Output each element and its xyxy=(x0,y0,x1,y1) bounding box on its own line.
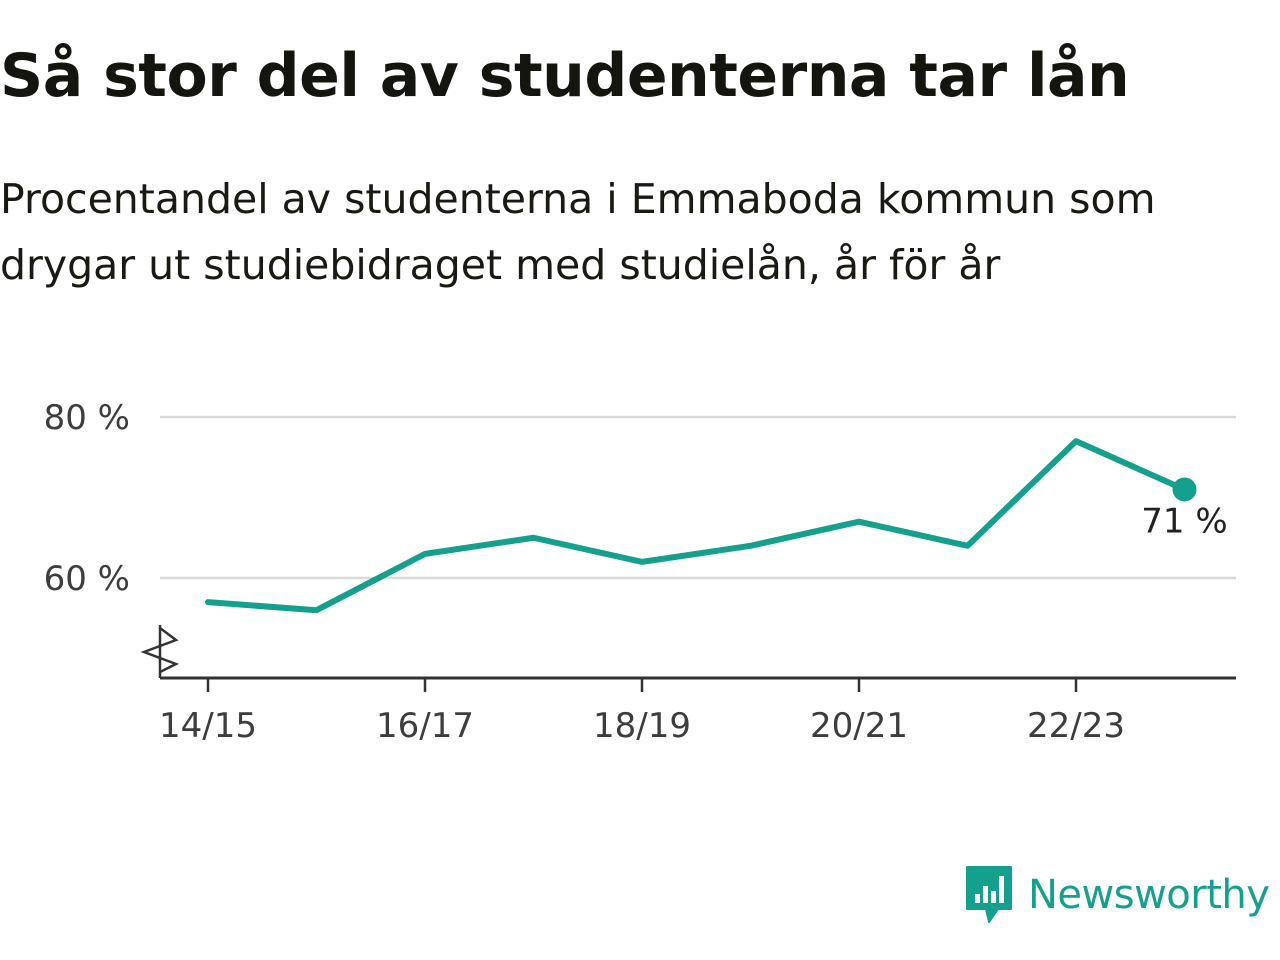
brand-logo: Newsworthy xyxy=(964,864,1270,926)
x-tick-label: 20/21 xyxy=(810,706,908,746)
x-tick-label: 22/23 xyxy=(1027,706,1125,746)
x-axis-ticks: 14/15 16/17 18/19 20/21 22/23 xyxy=(159,678,1125,746)
chart-title: Så stor del av studenterna tar lån xyxy=(0,41,1130,111)
x-tick-label: 14/15 xyxy=(159,706,257,746)
y-tick-label: 60 % xyxy=(44,559,130,599)
x-tick-label: 16/17 xyxy=(376,706,474,746)
y-tick-label: 80 % xyxy=(44,398,130,438)
series-line xyxy=(205,438,1188,614)
end-point xyxy=(1172,477,1197,502)
x-tick-label: 18/19 xyxy=(593,706,691,746)
end-value-label: 71 % xyxy=(1141,501,1227,541)
bar-chart-speech-bubble-icon xyxy=(966,866,1012,923)
y-axis-tick-labels: 60 % 80 % xyxy=(44,398,130,599)
brand-name: Newsworthy xyxy=(1028,872,1270,918)
chart-subtitle: Procentandel av studenterna i Emmaboda k… xyxy=(0,175,1156,289)
gridlines xyxy=(160,415,1236,580)
axis-break-icon xyxy=(140,627,180,674)
